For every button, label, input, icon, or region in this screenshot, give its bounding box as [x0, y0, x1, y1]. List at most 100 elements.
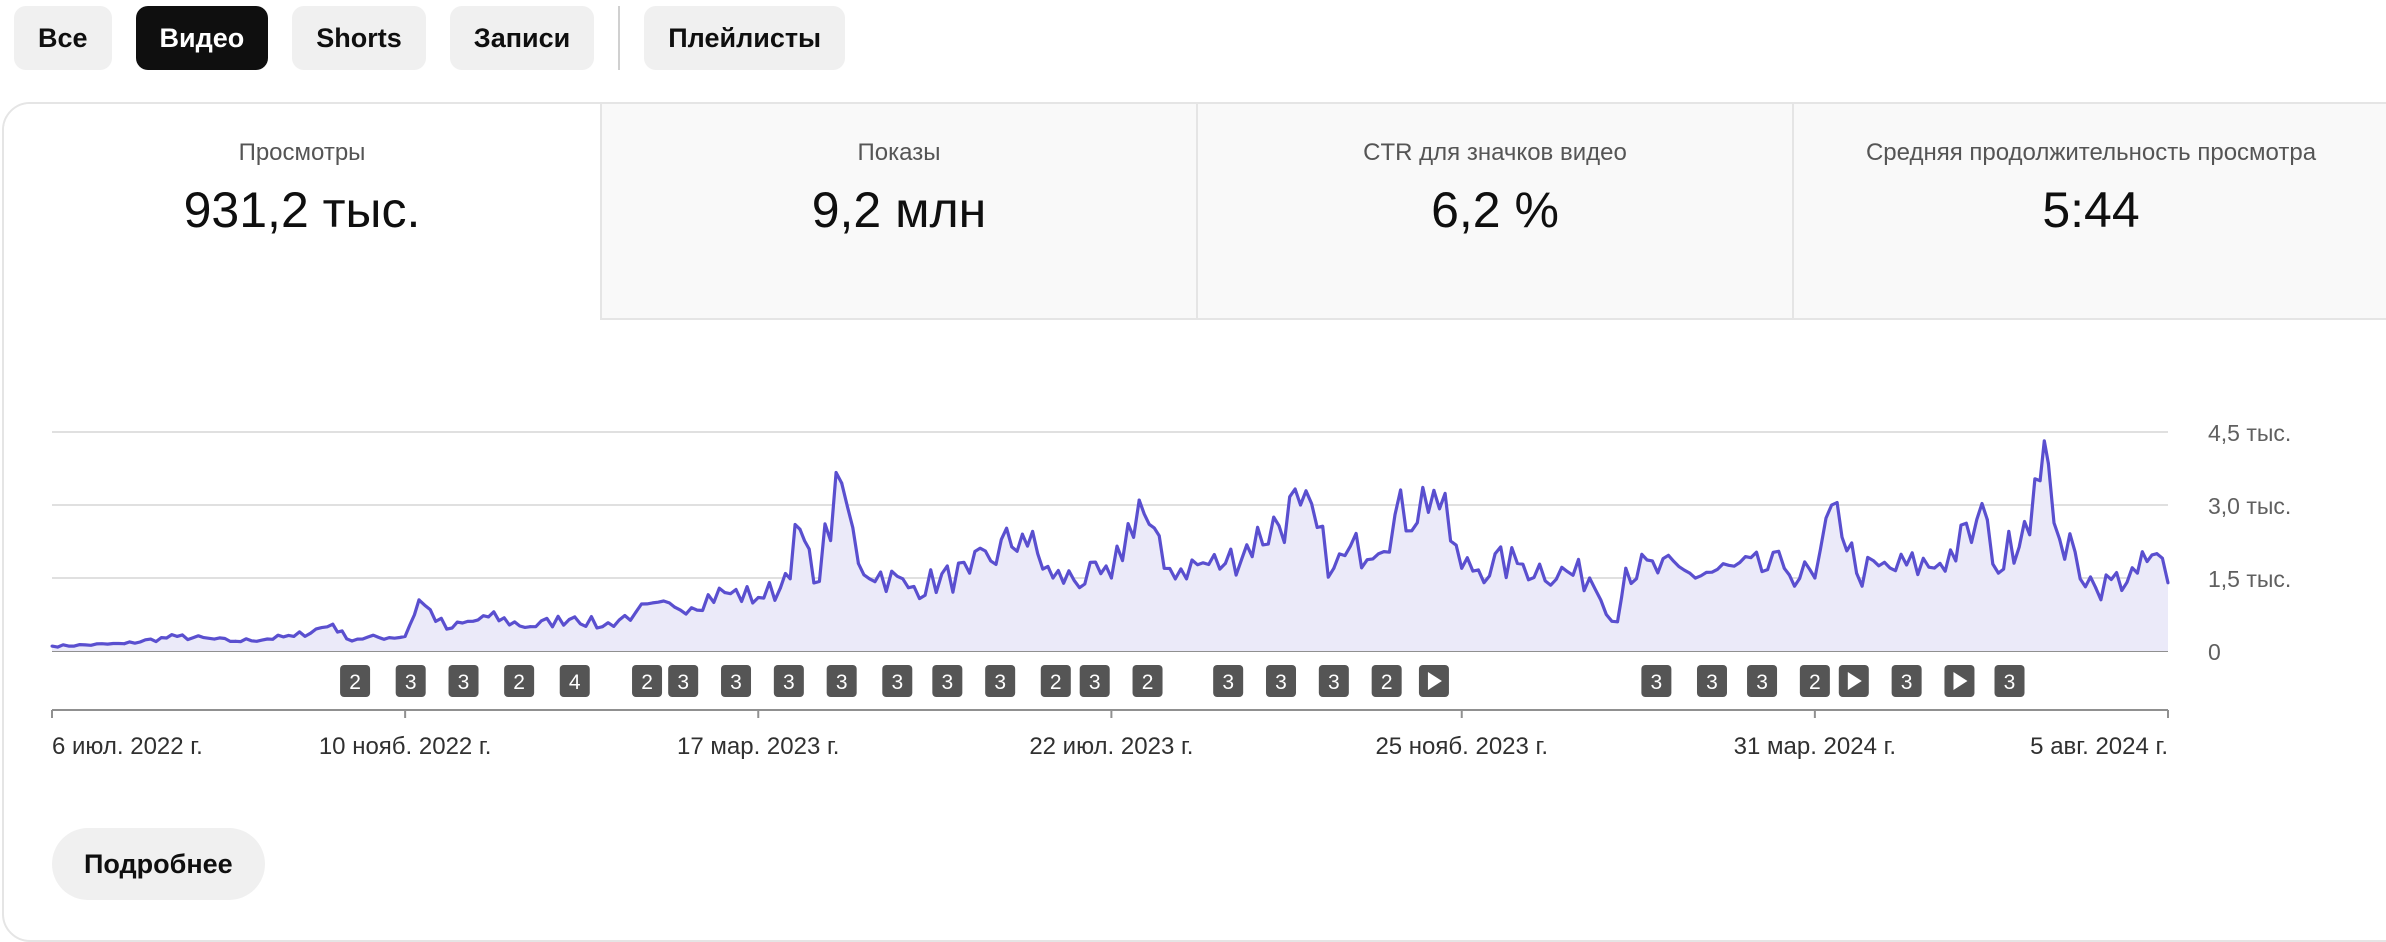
marker-count-label: 2 — [1142, 671, 1154, 694]
video-marker-count[interactable]: 3 — [882, 665, 913, 697]
video-marker-count[interactable]: 2 — [1132, 665, 1163, 697]
marker-count-label: 3 — [941, 671, 953, 694]
marker-count-label: 4 — [569, 671, 581, 694]
metric-ctr-value: 6,2 % — [1431, 182, 1559, 238]
data-point — [1298, 503, 1302, 507]
video-marker-play[interactable] — [1944, 665, 1975, 697]
play-icon — [1953, 672, 1968, 690]
video-marker-count[interactable]: 3 — [668, 665, 699, 697]
y-tick-label: 1,5 тыс. — [2208, 566, 2291, 592]
video-marker-play[interactable] — [1838, 665, 1869, 697]
video-marker-count[interactable]: 3 — [1994, 665, 2025, 697]
video-marker-count[interactable]: 3 — [721, 665, 752, 697]
marker-box — [826, 665, 857, 697]
marker-box — [1318, 665, 1349, 697]
marker-box — [1266, 665, 1297, 697]
metric-views[interactable]: Просмотры 931,2 тыс. — [4, 104, 600, 320]
marker-count-label: 3 — [1089, 671, 1101, 694]
data-point — [1985, 518, 1989, 522]
data-point — [756, 595, 760, 599]
data-point — [856, 561, 860, 565]
tab-shorts[interactable]: Shorts — [292, 6, 426, 70]
see-more-button[interactable]: Подробнее — [52, 828, 265, 900]
data-point — [2094, 586, 2098, 590]
video-marker-count[interactable]: 3 — [1079, 665, 1110, 697]
x-tick-label: 17 мар. 2023 г. — [677, 733, 839, 760]
video-marker-count[interactable]: 3 — [1747, 665, 1778, 697]
video-marker-count[interactable]: 2 — [504, 665, 535, 697]
video-marker-play[interactable] — [1418, 665, 1449, 697]
marker-box — [340, 665, 371, 697]
data-point — [798, 527, 802, 531]
metric-ctr[interactable]: CTR для значков видео 6,2 % — [1196, 104, 1792, 320]
data-point — [1938, 561, 1942, 565]
marker-box — [1747, 665, 1778, 697]
video-marker-count[interactable]: 2 — [1371, 665, 1402, 697]
video-marker-count[interactable]: 3 — [932, 665, 963, 697]
marker-count-label: 3 — [730, 671, 742, 694]
play-icon — [1427, 672, 1442, 690]
data-point — [2155, 552, 2159, 556]
data-point — [445, 627, 449, 631]
video-marker-count[interactable]: 3 — [1266, 665, 1297, 697]
video-marker-count[interactable]: 2 — [1040, 665, 1071, 697]
play-icon — [1847, 672, 1862, 690]
video-marker-count[interactable]: 3 — [448, 665, 479, 697]
data-point — [1109, 576, 1113, 580]
tab-posts[interactable]: Записи — [449, 6, 595, 70]
tab-videos[interactable]: Видео — [135, 6, 269, 70]
video-marker-count[interactable]: 3 — [826, 665, 857, 697]
video-marker-count[interactable]: 3 — [1696, 665, 1727, 697]
video-marker-count[interactable]: 3 — [395, 665, 426, 697]
data-point — [779, 586, 783, 590]
tab-playlists[interactable]: Плейлисты — [644, 6, 846, 70]
video-marker-count[interactable]: 4 — [559, 665, 590, 697]
data-point — [2135, 571, 2139, 575]
metric-avg-duration[interactable]: Средняя продолжительность просмотра 5:44 — [1792, 104, 2386, 320]
video-marker-count[interactable]: 2 — [340, 665, 371, 697]
marker-box — [559, 665, 590, 697]
video-marker-count[interactable]: 2 — [632, 665, 663, 697]
marker-box — [668, 665, 699, 697]
y-tick-label: 3,0 тыс. — [2208, 493, 2291, 519]
data-point — [528, 625, 532, 629]
video-marker-count[interactable]: 3 — [773, 665, 804, 697]
data-point — [1460, 566, 1464, 570]
data-point — [1996, 571, 2000, 575]
data-point — [234, 639, 238, 643]
x-tick-label: 6 июл. 2022 г. — [52, 733, 203, 760]
data-point — [601, 625, 605, 629]
data-point — [1813, 576, 1817, 580]
video-marker-count[interactable]: 3 — [1891, 665, 1922, 697]
marker-box — [1213, 665, 1244, 697]
metric-impressions[interactable]: Показы 9,2 млн — [600, 104, 1196, 320]
data-point — [1615, 620, 1619, 624]
marker-count-label: 3 — [1222, 671, 1234, 694]
marker-count-label: 3 — [1756, 671, 1768, 694]
marker-count-label: 3 — [1651, 671, 1663, 694]
data-point — [1855, 571, 1859, 575]
marker-box — [1641, 665, 1672, 697]
data-point — [417, 598, 421, 602]
video-marker-count[interactable]: 3 — [1641, 665, 1672, 697]
video-marker-count[interactable]: 3 — [1318, 665, 1349, 697]
video-marker-count[interactable]: 3 — [985, 665, 1016, 697]
metric-impressions-value: 9,2 млн — [811, 182, 987, 238]
marker-box — [985, 665, 1016, 697]
marker-count-label: 3 — [994, 671, 1006, 694]
marker-box — [448, 665, 479, 697]
y-tick-label: 0 — [2208, 639, 2221, 665]
data-point — [1223, 561, 1227, 565]
data-point — [1162, 566, 1166, 570]
video-marker-count[interactable]: 2 — [1799, 665, 1830, 697]
video-marker-count[interactable]: 3 — [1213, 665, 1244, 697]
tab-all[interactable]: Все — [14, 6, 112, 70]
marker-box — [773, 665, 804, 697]
data-point — [1624, 566, 1628, 570]
x-tick-label: 5 авг. 2024 г. — [2030, 733, 2168, 760]
marker-count-label: 2 — [513, 671, 525, 694]
marker-count-label: 3 — [2004, 671, 2016, 694]
data-point — [723, 591, 727, 595]
data-point — [487, 615, 491, 619]
data-point — [2166, 581, 2170, 585]
